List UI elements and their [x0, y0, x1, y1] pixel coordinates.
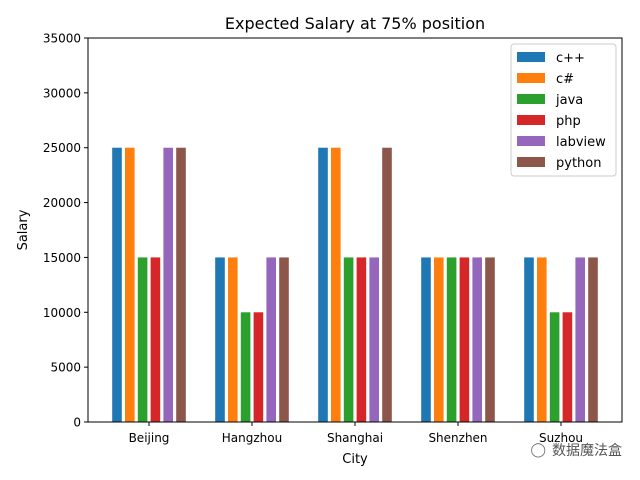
bar-cxx-hangzhou — [215, 257, 225, 422]
bar-cx-hangzhou — [228, 257, 238, 422]
bar-cx-shanghai — [331, 147, 341, 422]
legend-label: labview — [556, 135, 606, 150]
bar-python-shanghai — [382, 147, 392, 422]
legend-label: c++ — [556, 51, 585, 66]
y-tick-label: 10000 — [43, 306, 81, 320]
y-tick-label: 25000 — [43, 141, 81, 155]
x-tick-label: Shenzhen — [428, 431, 487, 445]
y-tick-label: 5000 — [50, 361, 81, 375]
legend-label: c# — [556, 72, 574, 87]
bar-java-shenzhen — [446, 257, 457, 422]
bar-python-shenzhen — [485, 257, 495, 422]
y-tick-label: 15000 — [43, 251, 81, 265]
bar-php-suzhou — [562, 312, 573, 422]
bar-cxx-suzhou — [524, 257, 534, 422]
bar-php-shanghai — [356, 257, 367, 422]
legend-swatch — [517, 94, 545, 104]
bar-cxx-shanghai — [318, 147, 328, 422]
legend-label: python — [556, 156, 601, 171]
bar-labview-shenzhen — [472, 257, 482, 422]
bar-cx-shenzhen — [434, 257, 444, 422]
legend-swatch — [517, 73, 545, 83]
legend-label: java — [555, 93, 583, 108]
bars-group — [112, 147, 598, 422]
watermark-text: 数据魔法盒 — [552, 443, 622, 459]
legend-label: php — [556, 114, 581, 129]
legend-swatch — [517, 136, 545, 146]
x-tick-label: Hangzhou — [222, 431, 282, 445]
bar-python-hangzhou — [279, 257, 289, 422]
bar-python-suzhou — [588, 257, 598, 422]
bar-cx-beijing — [125, 147, 135, 422]
y-axis-label: Salary — [16, 209, 31, 250]
bar-php-beijing — [150, 257, 161, 422]
bar-java-shanghai — [343, 257, 354, 422]
x-axis: Beijing Hangzhou Shanghai Shenzhen Suzhou — [129, 422, 583, 445]
bar-labview-hangzhou — [266, 257, 276, 422]
bar-labview-shanghai — [369, 257, 379, 422]
chart-title: Expected Salary at 75% position — [225, 14, 485, 33]
bar-cx-suzhou — [537, 257, 547, 422]
wechat-icon: ◯ — [530, 442, 546, 458]
x-axis-label: City — [342, 452, 368, 467]
legend-swatch — [517, 115, 545, 125]
x-tick-label: Suzhou — [539, 431, 583, 445]
legend-swatch — [517, 157, 545, 167]
bar-php-shenzhen — [459, 257, 470, 422]
bar-python-beijing — [176, 147, 186, 422]
bar-labview-suzhou — [575, 257, 585, 422]
bar-cxx-beijing — [112, 147, 122, 422]
y-tick-label: 20000 — [43, 196, 81, 210]
legend: c++ c# java php labview python — [510, 43, 617, 177]
legend-swatch — [517, 52, 545, 62]
bar-java-beijing — [137, 257, 148, 422]
x-tick-label: Beijing — [129, 431, 170, 445]
bar-cxx-shenzhen — [421, 257, 431, 422]
plot-frame — [87, 37, 623, 423]
bar-java-suzhou — [549, 312, 560, 422]
y-tick-label: 0 — [73, 416, 81, 430]
y-tick-label: 35000 — [43, 32, 81, 46]
y-tick-label: 30000 — [43, 86, 81, 100]
y-axis: 0 5000 10000 15000 20000 25000 30000 35000 — [43, 32, 88, 430]
bar-java-hangzhou — [240, 312, 251, 422]
bar-php-hangzhou — [253, 312, 264, 422]
watermark: ◯ 数据魔法盒 — [530, 440, 622, 460]
bar-labview-beijing — [163, 147, 173, 422]
x-tick-label: Shanghai — [327, 431, 383, 445]
